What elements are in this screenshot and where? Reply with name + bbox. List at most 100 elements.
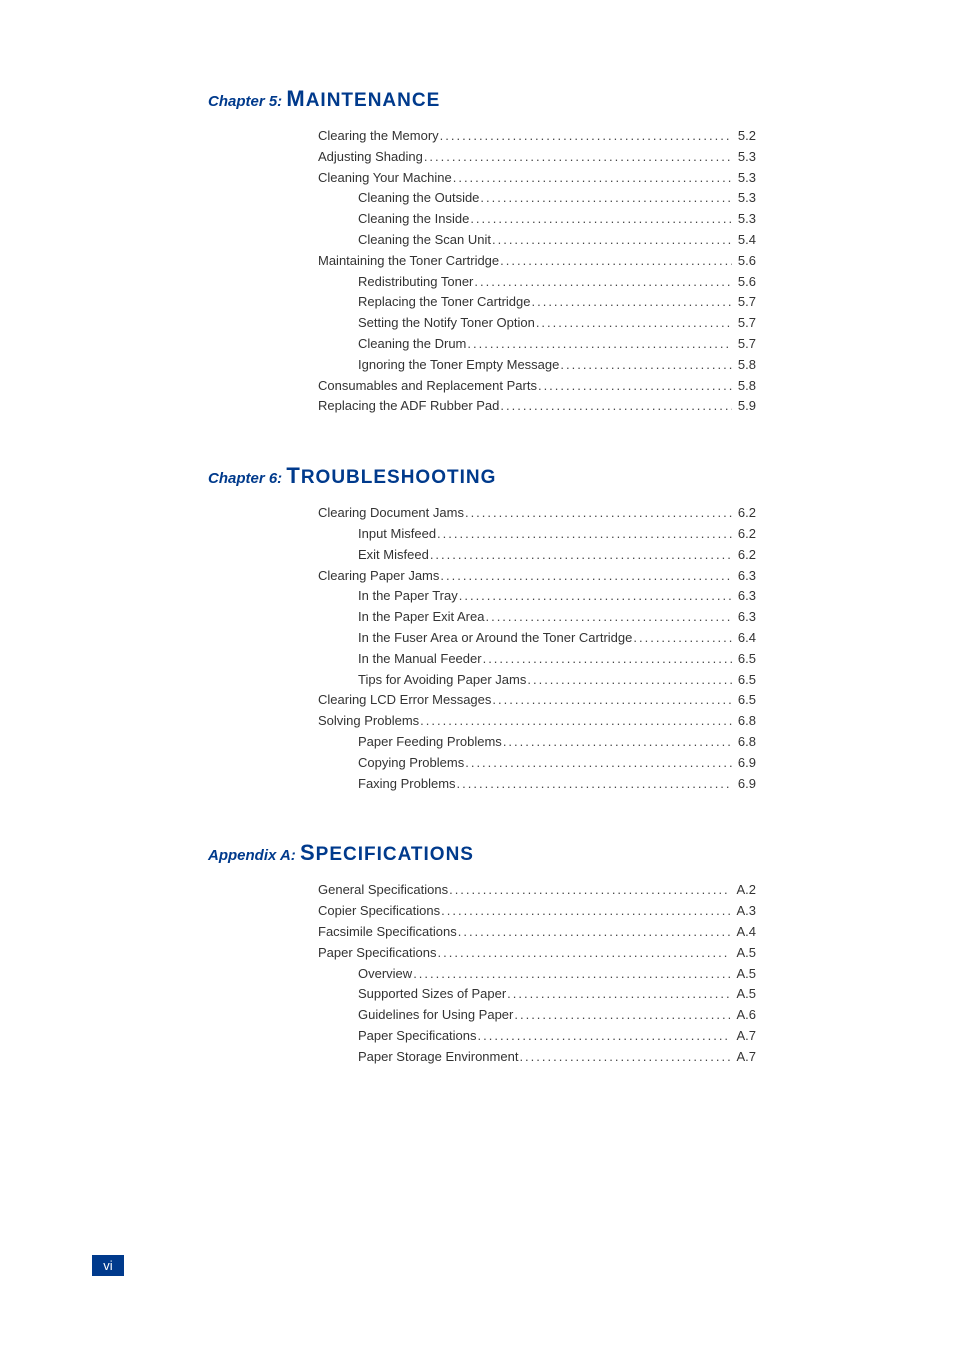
toc-entry-page: 5.7 <box>732 313 756 334</box>
toc-entry-label: Paper Feeding Problems <box>358 732 502 753</box>
toc-dots: ........................................… <box>491 230 732 251</box>
toc-entry: Overview ...............................… <box>358 964 756 985</box>
toc-dots: ........................................… <box>448 880 730 901</box>
toc-entry-label: Copier Specifications <box>318 901 440 922</box>
toc-entry: Paper Specifications ...................… <box>318 943 756 964</box>
toc-entry-page: 6.8 <box>732 732 756 753</box>
toc-entry: Solving Problems .......................… <box>318 711 756 732</box>
toc-entry: In the Paper Tray ......................… <box>358 586 756 607</box>
toc-dots: ........................................… <box>479 188 732 209</box>
toc-dots: ........................................… <box>473 272 732 293</box>
toc-dots: ........................................… <box>535 313 732 334</box>
chapter-label: Appendix A: <box>208 847 300 864</box>
toc-dots: ........................................… <box>530 292 731 313</box>
toc-entry-page: 6.9 <box>732 753 756 774</box>
toc-entry-page: 5.3 <box>732 209 756 230</box>
toc-entry-page: 5.6 <box>732 251 756 272</box>
toc-dots: ........................................… <box>491 690 732 711</box>
toc-dots: ........................................… <box>518 1047 730 1068</box>
toc-entry-label: Tips for Avoiding Paper Jams <box>358 670 526 691</box>
toc-entry-label: Cleaning the Outside <box>358 188 479 209</box>
toc-entry: Paper Specifications ...................… <box>358 1026 756 1047</box>
toc-entry: Clearing the Memory ....................… <box>318 126 756 147</box>
toc-entry-page: 6.3 <box>732 586 756 607</box>
toc-entry-page: A.2 <box>730 880 756 901</box>
toc-entry: Cleaning the Scan Unit .................… <box>358 230 756 251</box>
toc-entry-label: Adjusting Shading <box>318 147 423 168</box>
toc-dots: ........................................… <box>502 732 732 753</box>
toc-entry: Clearing Paper Jams ....................… <box>318 566 756 587</box>
toc-dots: ........................................… <box>436 524 732 545</box>
toc-entry-page: 5.3 <box>732 147 756 168</box>
toc-entry-page: 6.2 <box>732 524 756 545</box>
toc-entry-page: A.7 <box>730 1026 756 1047</box>
chapter-title-rest: ROUBLESHOOTING <box>301 467 497 488</box>
chapter-heading: Appendix A: SPECIFICATIONS <box>208 840 756 866</box>
toc-entry: Cleaning Your Machine ..................… <box>318 168 756 189</box>
toc-entry-label: Replacing the ADF Rubber Pad <box>318 396 499 417</box>
toc-entry-label: Guidelines for Using Paper <box>358 1005 513 1026</box>
toc-entry: Copier Specifications ..................… <box>318 901 756 922</box>
toc-section: Chapter 6: TROUBLESHOOTINGClearing Docum… <box>208 463 756 794</box>
toc-entry-label: Faxing Problems <box>358 774 456 795</box>
toc-entry: In the Paper Exit Area .................… <box>358 607 756 628</box>
toc-entry-page: 6.3 <box>732 566 756 587</box>
toc-entry: Paper Storage Environment ..............… <box>358 1047 756 1068</box>
toc-entry-label: In the Fuser Area or Around the Toner Ca… <box>358 628 632 649</box>
toc-entry-label: Clearing Document Jams <box>318 503 464 524</box>
toc-entry: Copying Problems .......................… <box>358 753 756 774</box>
toc-entry: Cleaning the Outside ...................… <box>358 188 756 209</box>
toc-entry: Maintaining the Toner Cartridge ........… <box>318 251 756 272</box>
toc-entry-page: 5.6 <box>732 272 756 293</box>
toc-dots: ........................................… <box>439 566 732 587</box>
chapter-title-rest: AINTENANCE <box>306 90 441 111</box>
toc-entry-page: 5.7 <box>732 334 756 355</box>
toc-entry: Clearing LCD Error Messages ............… <box>318 690 756 711</box>
toc-dots: ........................................… <box>559 355 732 376</box>
toc-dots: ........................................… <box>499 396 732 417</box>
toc-entry-label: Maintaining the Toner Cartridge <box>318 251 499 272</box>
toc-entry-page: 6.4 <box>732 628 756 649</box>
toc-dots: ........................................… <box>632 628 732 649</box>
toc-entry: Tips for Avoiding Paper Jams ...........… <box>358 670 756 691</box>
toc-dots: ........................................… <box>469 209 732 230</box>
toc-entry-label: Input Misfeed <box>358 524 436 545</box>
toc-entry-page: A.5 <box>730 964 756 985</box>
toc-section: Appendix A: SPECIFICATIONS General Specif… <box>208 840 756 1067</box>
toc-entry-label: Supported Sizes of Paper <box>358 984 506 1005</box>
toc-entry-page: 5.2 <box>732 126 756 147</box>
toc-entry: Replacing the Toner Cartridge ..........… <box>358 292 756 313</box>
toc-entry-label: Overview <box>358 964 412 985</box>
toc-entry-label: Paper Specifications <box>358 1026 477 1047</box>
toc-entry: Input Misfeed ..........................… <box>358 524 756 545</box>
toc-entry-page: 5.4 <box>732 230 756 251</box>
toc-entry-page: 6.8 <box>732 711 756 732</box>
toc-entry-label: Cleaning the Inside <box>358 209 469 230</box>
toc-entry-label: Consumables and Replacement Parts <box>318 376 537 397</box>
toc-entry-label: Replacing the Toner Cartridge <box>358 292 530 313</box>
toc-entry-page: 6.5 <box>732 649 756 670</box>
toc-dots: ........................................… <box>429 545 732 566</box>
toc-entry-page: 5.9 <box>732 396 756 417</box>
toc-dots: ........................................… <box>466 334 732 355</box>
toc-entry: Adjusting Shading ......................… <box>318 147 756 168</box>
toc-dots: ........................................… <box>419 711 732 732</box>
toc-entry-label: Cleaning the Drum <box>358 334 466 355</box>
toc-dots: ........................................… <box>412 964 730 985</box>
toc-entry-label: Clearing LCD Error Messages <box>318 690 491 711</box>
toc-entry-page: A.5 <box>730 984 756 1005</box>
toc-entry-page: 5.3 <box>732 168 756 189</box>
page-footer: vi <box>92 1255 124 1276</box>
toc-entry: General Specifications .................… <box>318 880 756 901</box>
chapter-title-rest: PECIFICATIONS <box>316 844 474 865</box>
toc-entry-label: Cleaning the Scan Unit <box>358 230 491 251</box>
toc-entry-page: 6.5 <box>732 690 756 711</box>
toc-entry: Supported Sizes of Paper ...............… <box>358 984 756 1005</box>
toc-entry: Faxing Problems ........................… <box>358 774 756 795</box>
chapter-label: Chapter 5: <box>208 93 286 110</box>
toc-entry: Clearing Document Jams .................… <box>318 503 756 524</box>
toc-dots: ........................................… <box>464 503 732 524</box>
toc-entry-page: 5.7 <box>732 292 756 313</box>
toc-entry: Cleaning the Inside ....................… <box>358 209 756 230</box>
toc-dots: ........................................… <box>458 586 732 607</box>
